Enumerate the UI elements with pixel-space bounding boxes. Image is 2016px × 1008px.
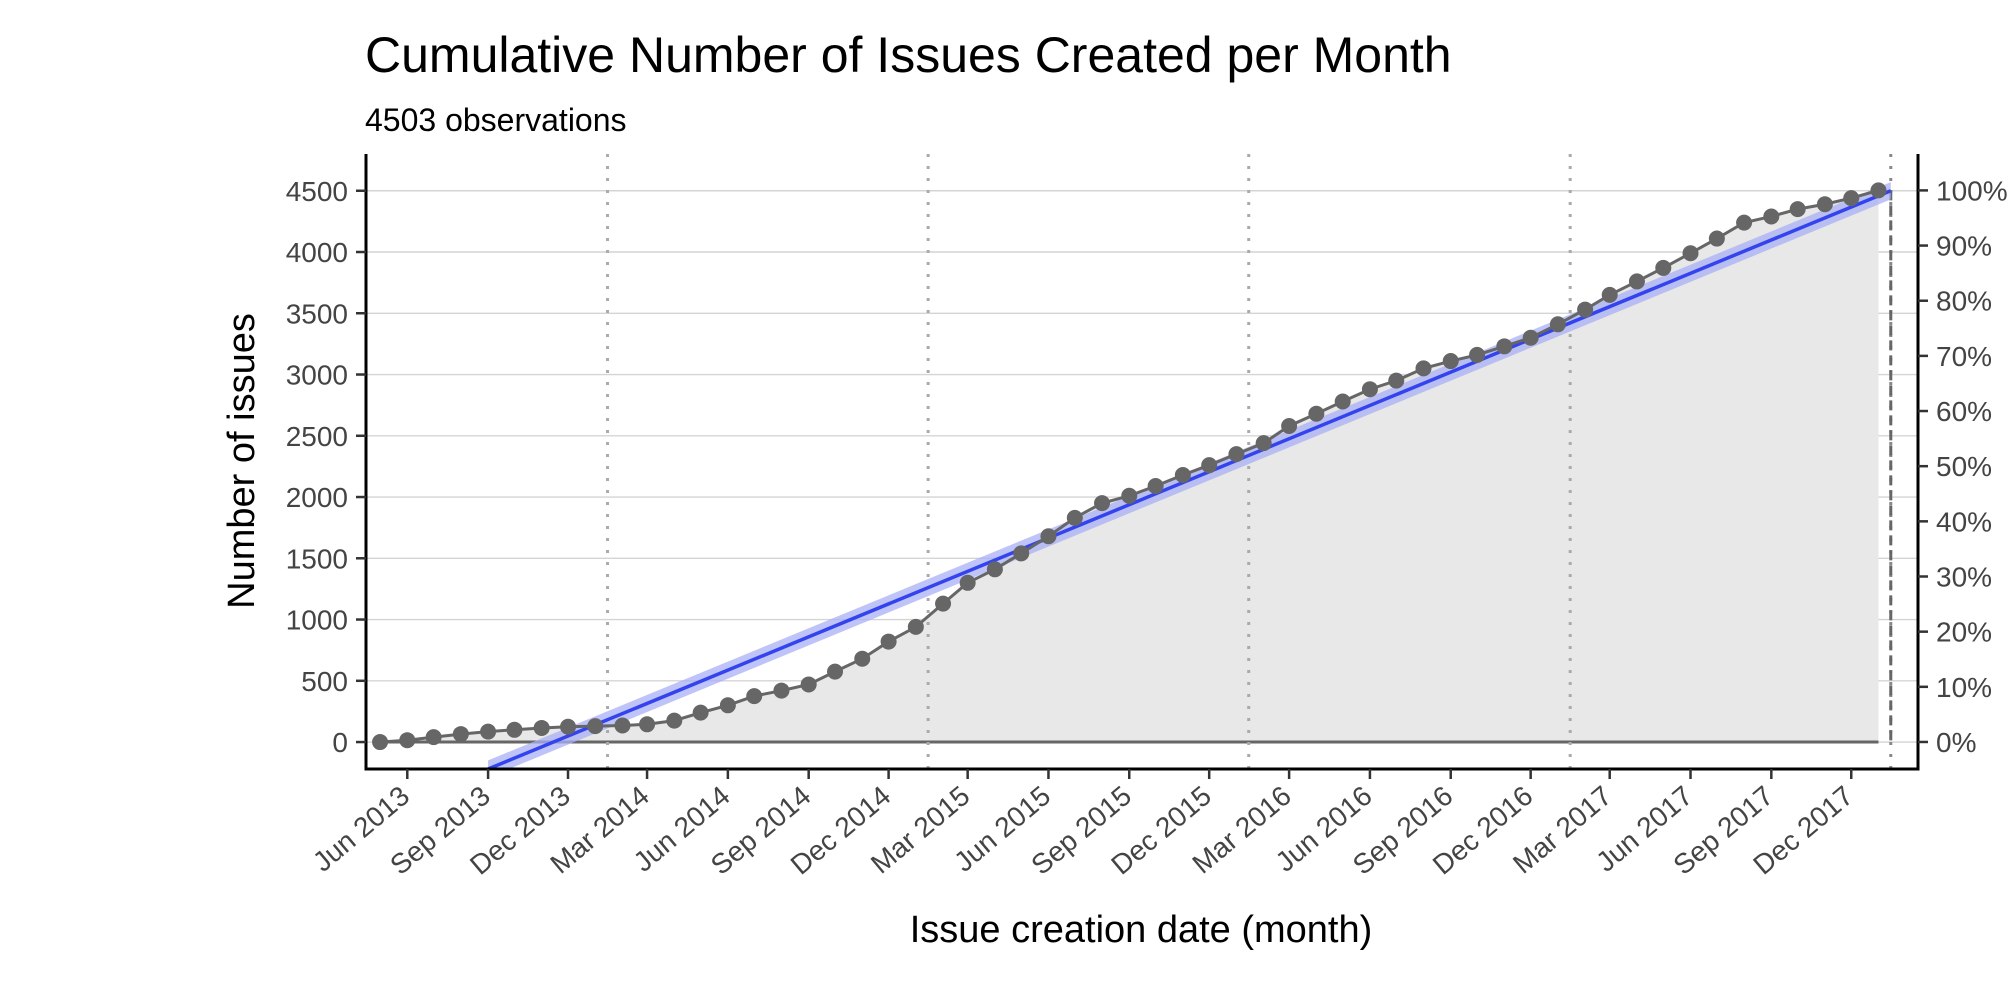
y-tick-label: 1500 [286,543,348,574]
data-point [1655,259,1672,276]
y-tick-label: 0 [332,727,348,758]
y-tick-label: 2000 [286,482,348,513]
data-point [614,717,631,734]
y2-tick-label: 40% [1936,506,1992,537]
data-point [1870,182,1887,199]
data-point [666,712,683,729]
y-tick-label: 4000 [286,237,348,268]
data-point [1147,478,1164,495]
y-tick-label: 2500 [286,421,348,452]
y2-tick-label: 30% [1936,562,1992,593]
data-point [1601,286,1618,303]
cumulative-area [380,190,1879,743]
data-point [935,595,952,612]
y-tick-label: 500 [301,666,348,697]
y-tick-label: 4500 [286,176,348,207]
data-point [372,734,389,751]
data-point [1013,545,1030,562]
data-point [480,723,497,740]
fit-line [487,189,1892,769]
y-tick-label: 1000 [286,605,348,636]
data-point [533,719,550,736]
data-point [1066,509,1083,526]
data-point [1201,457,1218,474]
y-tick-label: 3000 [286,360,348,391]
data-point [560,718,577,735]
data-point [1334,393,1351,410]
data-point [692,704,709,721]
data-point [1388,372,1405,389]
data-point [506,721,523,738]
data-point [1628,273,1645,290]
data-point [399,732,416,749]
data-point [1682,245,1699,262]
data-point [827,663,844,680]
data-point [800,676,817,693]
data-point [1094,495,1111,512]
data-point [1763,208,1780,225]
y2-tick-label: 0% [1936,727,1976,758]
data-point [1308,405,1325,422]
data-point [773,682,790,699]
data-point [1255,435,1272,452]
data-point [1040,528,1057,545]
data-point [880,633,897,650]
data-point [719,697,736,714]
data-point [1522,329,1539,346]
data-point [1789,201,1806,218]
data-point [1228,446,1245,463]
data-point [1174,466,1191,483]
data-point [1549,316,1566,333]
y-tick-label: 3500 [286,298,348,329]
data-point [746,688,763,705]
data-point [1708,230,1725,247]
y2-tick-label: 90% [1936,231,1992,262]
data-point [1281,417,1298,434]
y2-tick-label: 60% [1936,396,1992,427]
chart-title: Cumulative Number of Issues Created per … [365,27,1452,83]
data-point [1415,360,1432,377]
y2-tick-label: 20% [1936,617,1992,648]
data-point [639,716,656,733]
data-point [1577,301,1594,318]
y2-tick-label: 100% [1936,175,2008,206]
data-point [1361,381,1378,398]
data-point [907,618,924,635]
plot-area [372,154,1893,769]
chart-subtitle: 4503 observations [365,102,627,138]
y-axis-title: Number of issues [221,313,263,609]
data-point [587,718,604,735]
y2-tick-label: 50% [1936,451,1992,482]
data-point [1736,214,1753,231]
data-point [1496,338,1513,355]
data-point [1121,487,1138,504]
data-point [854,650,871,667]
data-point [1442,353,1459,370]
data-point [1469,346,1486,363]
data-point [959,574,976,591]
x-axis-title: Issue creation date (month) [910,909,1373,951]
data-point [1816,196,1833,213]
y2-tick-label: 70% [1936,341,1992,372]
data-point [1843,190,1860,207]
y2-tick-label: 10% [1936,672,1992,703]
data-point [452,726,469,743]
data-point [986,561,1003,578]
data-point [425,729,442,746]
y2-tick-label: 80% [1936,286,1992,317]
